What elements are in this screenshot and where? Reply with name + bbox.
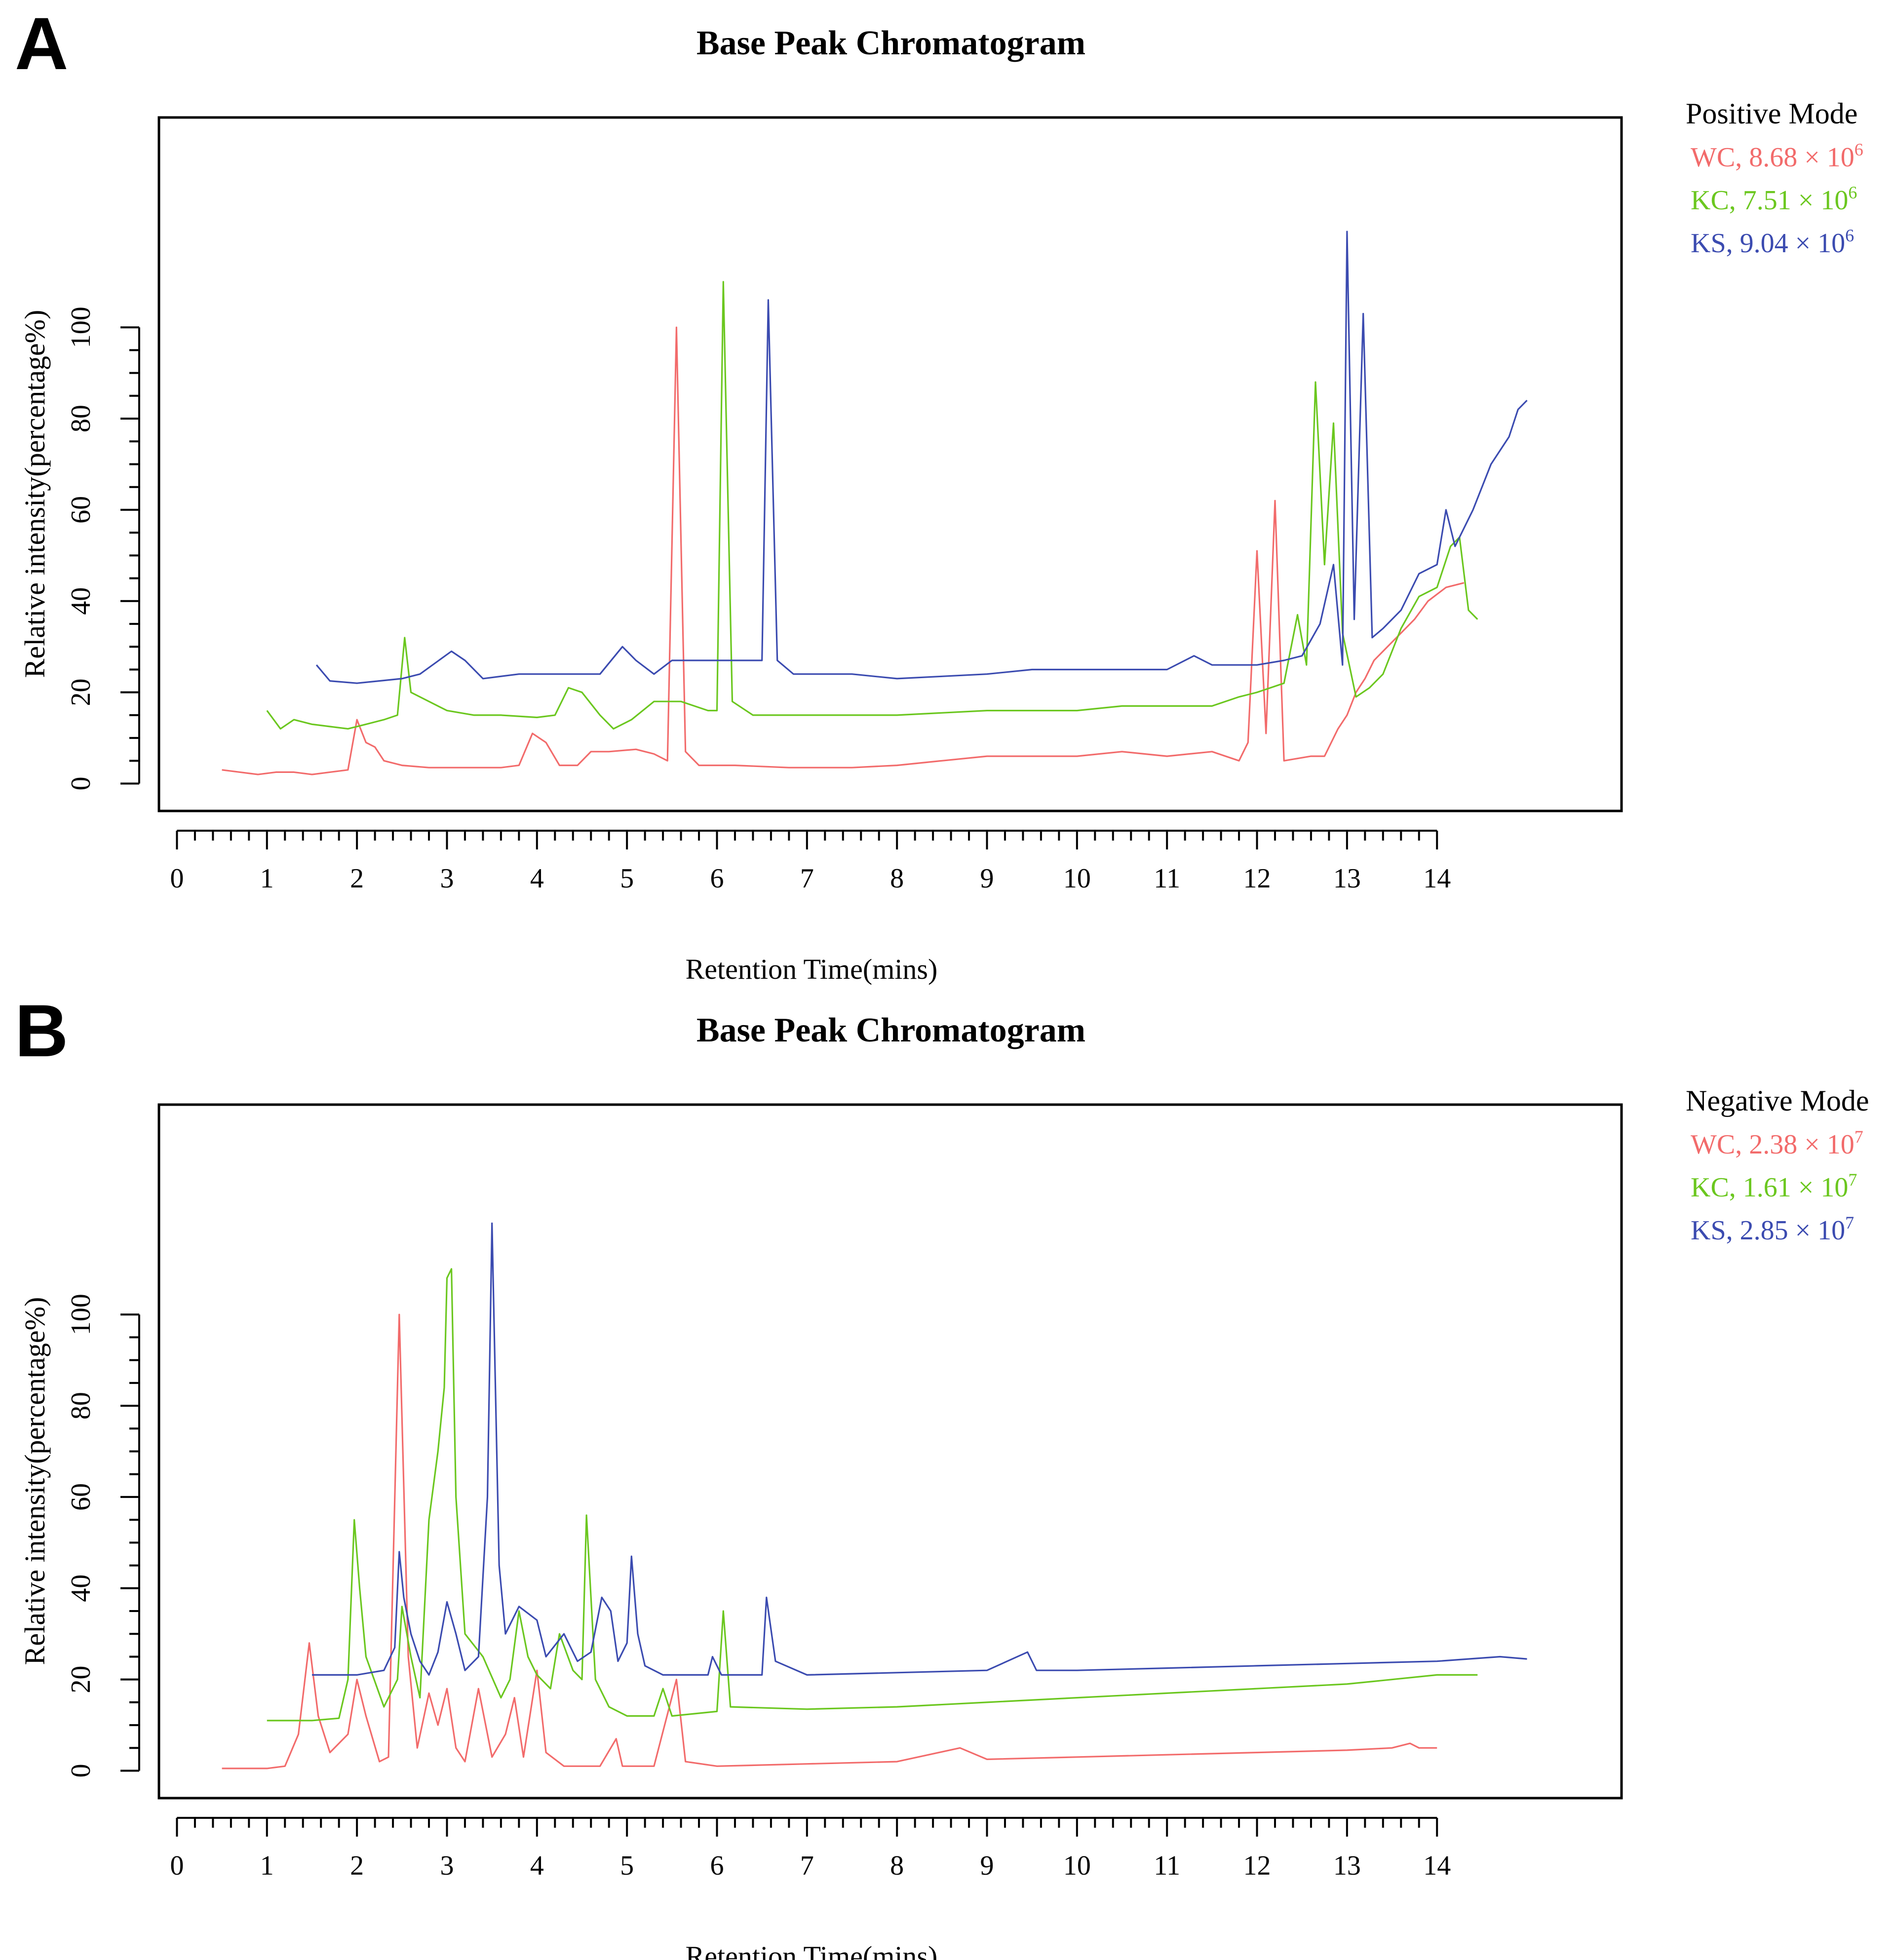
plot-area [157,1103,1623,1800]
legend-entry-exponent: 7 [1845,1213,1854,1232]
legend-entry-exponent: 7 [1855,1127,1863,1147]
panel-letter: A [15,2,68,85]
legend-entry-ks: KS, 2.85 × 107 [1691,1213,1854,1246]
x-tick-label: 8 [890,1850,904,1881]
y-tick-label: 60 [66,1483,96,1511]
y-axis-title: Relative intensity(percentage%) [19,310,51,678]
y-tick-label: 20 [66,679,96,706]
x-tick-label: 6 [710,1850,724,1881]
legend-entry-label: KC, 7.51 × 10 [1691,185,1848,216]
y-tick-label: 80 [66,405,96,432]
x-tick-label: 5 [620,1850,634,1881]
legend-entry-exponent: 6 [1848,183,1857,202]
y-axis-title: Relative intensity(percentage%) [19,1297,51,1665]
legend-entry-label: KS, 9.04 × 10 [1691,228,1845,259]
x-tick-label: 5 [620,863,634,894]
x-tick-label: 4 [530,1850,544,1881]
legend-entry-kc: KC, 1.61 × 107 [1691,1170,1857,1203]
x-tick-label: 3 [440,1850,454,1881]
x-tick-label: 0 [170,1850,184,1881]
y-tick-label: 0 [66,777,96,791]
y-tick-label: 40 [66,587,96,615]
panel-letter: B [15,989,68,1072]
x-tick-label: 14 [1423,863,1451,894]
x-tick-label: 10 [1063,1850,1091,1881]
x-tick-label: 2 [350,1850,364,1881]
series-line-wc [222,1313,1437,1769]
legend-entry-ks: KS, 9.04 × 106 [1691,226,1854,259]
x-tick-label: 12 [1243,1850,1271,1881]
legend-title: Positive Mode [1686,97,1857,130]
x-tick-label: 6 [710,863,724,894]
x-tick-label: 11 [1154,1850,1180,1881]
legend-entry-wc: WC, 8.68 × 106 [1691,140,1863,173]
chart-title: Base Peak Chromatogram [696,1011,1085,1049]
legend-entry-exponent: 6 [1845,226,1854,245]
series-line-kc [267,1268,1478,1722]
y-tick-label: 100 [66,1294,96,1335]
legend-entry-label: WC, 2.38 × 10 [1691,1129,1855,1160]
y-tick-label: 60 [66,496,96,524]
legend-entry-label: WC, 8.68 × 10 [1691,142,1855,173]
x-axis-title: Retention Time(mins) [686,1940,938,1960]
y-tick-label: 0 [66,1764,96,1778]
series-line-kc [266,281,1478,730]
x-tick-label: 13 [1333,1850,1361,1881]
y-tick-label: 80 [66,1392,96,1420]
x-tick-label: 11 [1154,863,1180,894]
x-tick-label: 10 [1063,863,1091,894]
x-tick-label: 8 [890,863,904,894]
legend-entry-kc: KC, 7.51 × 106 [1691,183,1857,216]
x-tick-label: 7 [800,863,814,894]
x-tick-label: 7 [800,1850,814,1881]
legend-entry-label: KS, 2.85 × 10 [1691,1215,1845,1246]
x-tick-label: 0 [170,863,184,894]
x-axis-title: Retention Time(mins) [686,953,938,985]
y-tick-label: 40 [66,1575,96,1602]
x-tick-label: 3 [440,863,454,894]
series-line-wc [222,326,1465,775]
y-tick-label: 100 [66,307,96,348]
legend-entry-label: KC, 1.61 × 10 [1691,1172,1848,1203]
legend-title: Negative Mode [1686,1084,1869,1117]
y-tick-label: 20 [66,1666,96,1693]
legend-entry-exponent: 7 [1848,1170,1857,1190]
legend-entry-exponent: 6 [1855,140,1863,159]
x-tick-label: 2 [350,863,364,894]
x-tick-label: 4 [530,863,544,894]
x-tick-label: 13 [1333,863,1361,894]
series-line-ks [315,231,1528,684]
chart-title: Base Peak Chromatogram [696,24,1085,62]
x-tick-label: 1 [260,863,274,894]
plot-area [157,116,1623,812]
series-line-ks [312,1222,1527,1676]
x-tick-label: 9 [980,863,994,894]
x-tick-label: 14 [1423,1850,1451,1881]
x-tick-label: 9 [980,1850,994,1881]
x-tick-label: 12 [1243,863,1271,894]
legend-entry-wc: WC, 2.38 × 107 [1691,1127,1863,1160]
x-tick-label: 1 [260,1850,274,1881]
